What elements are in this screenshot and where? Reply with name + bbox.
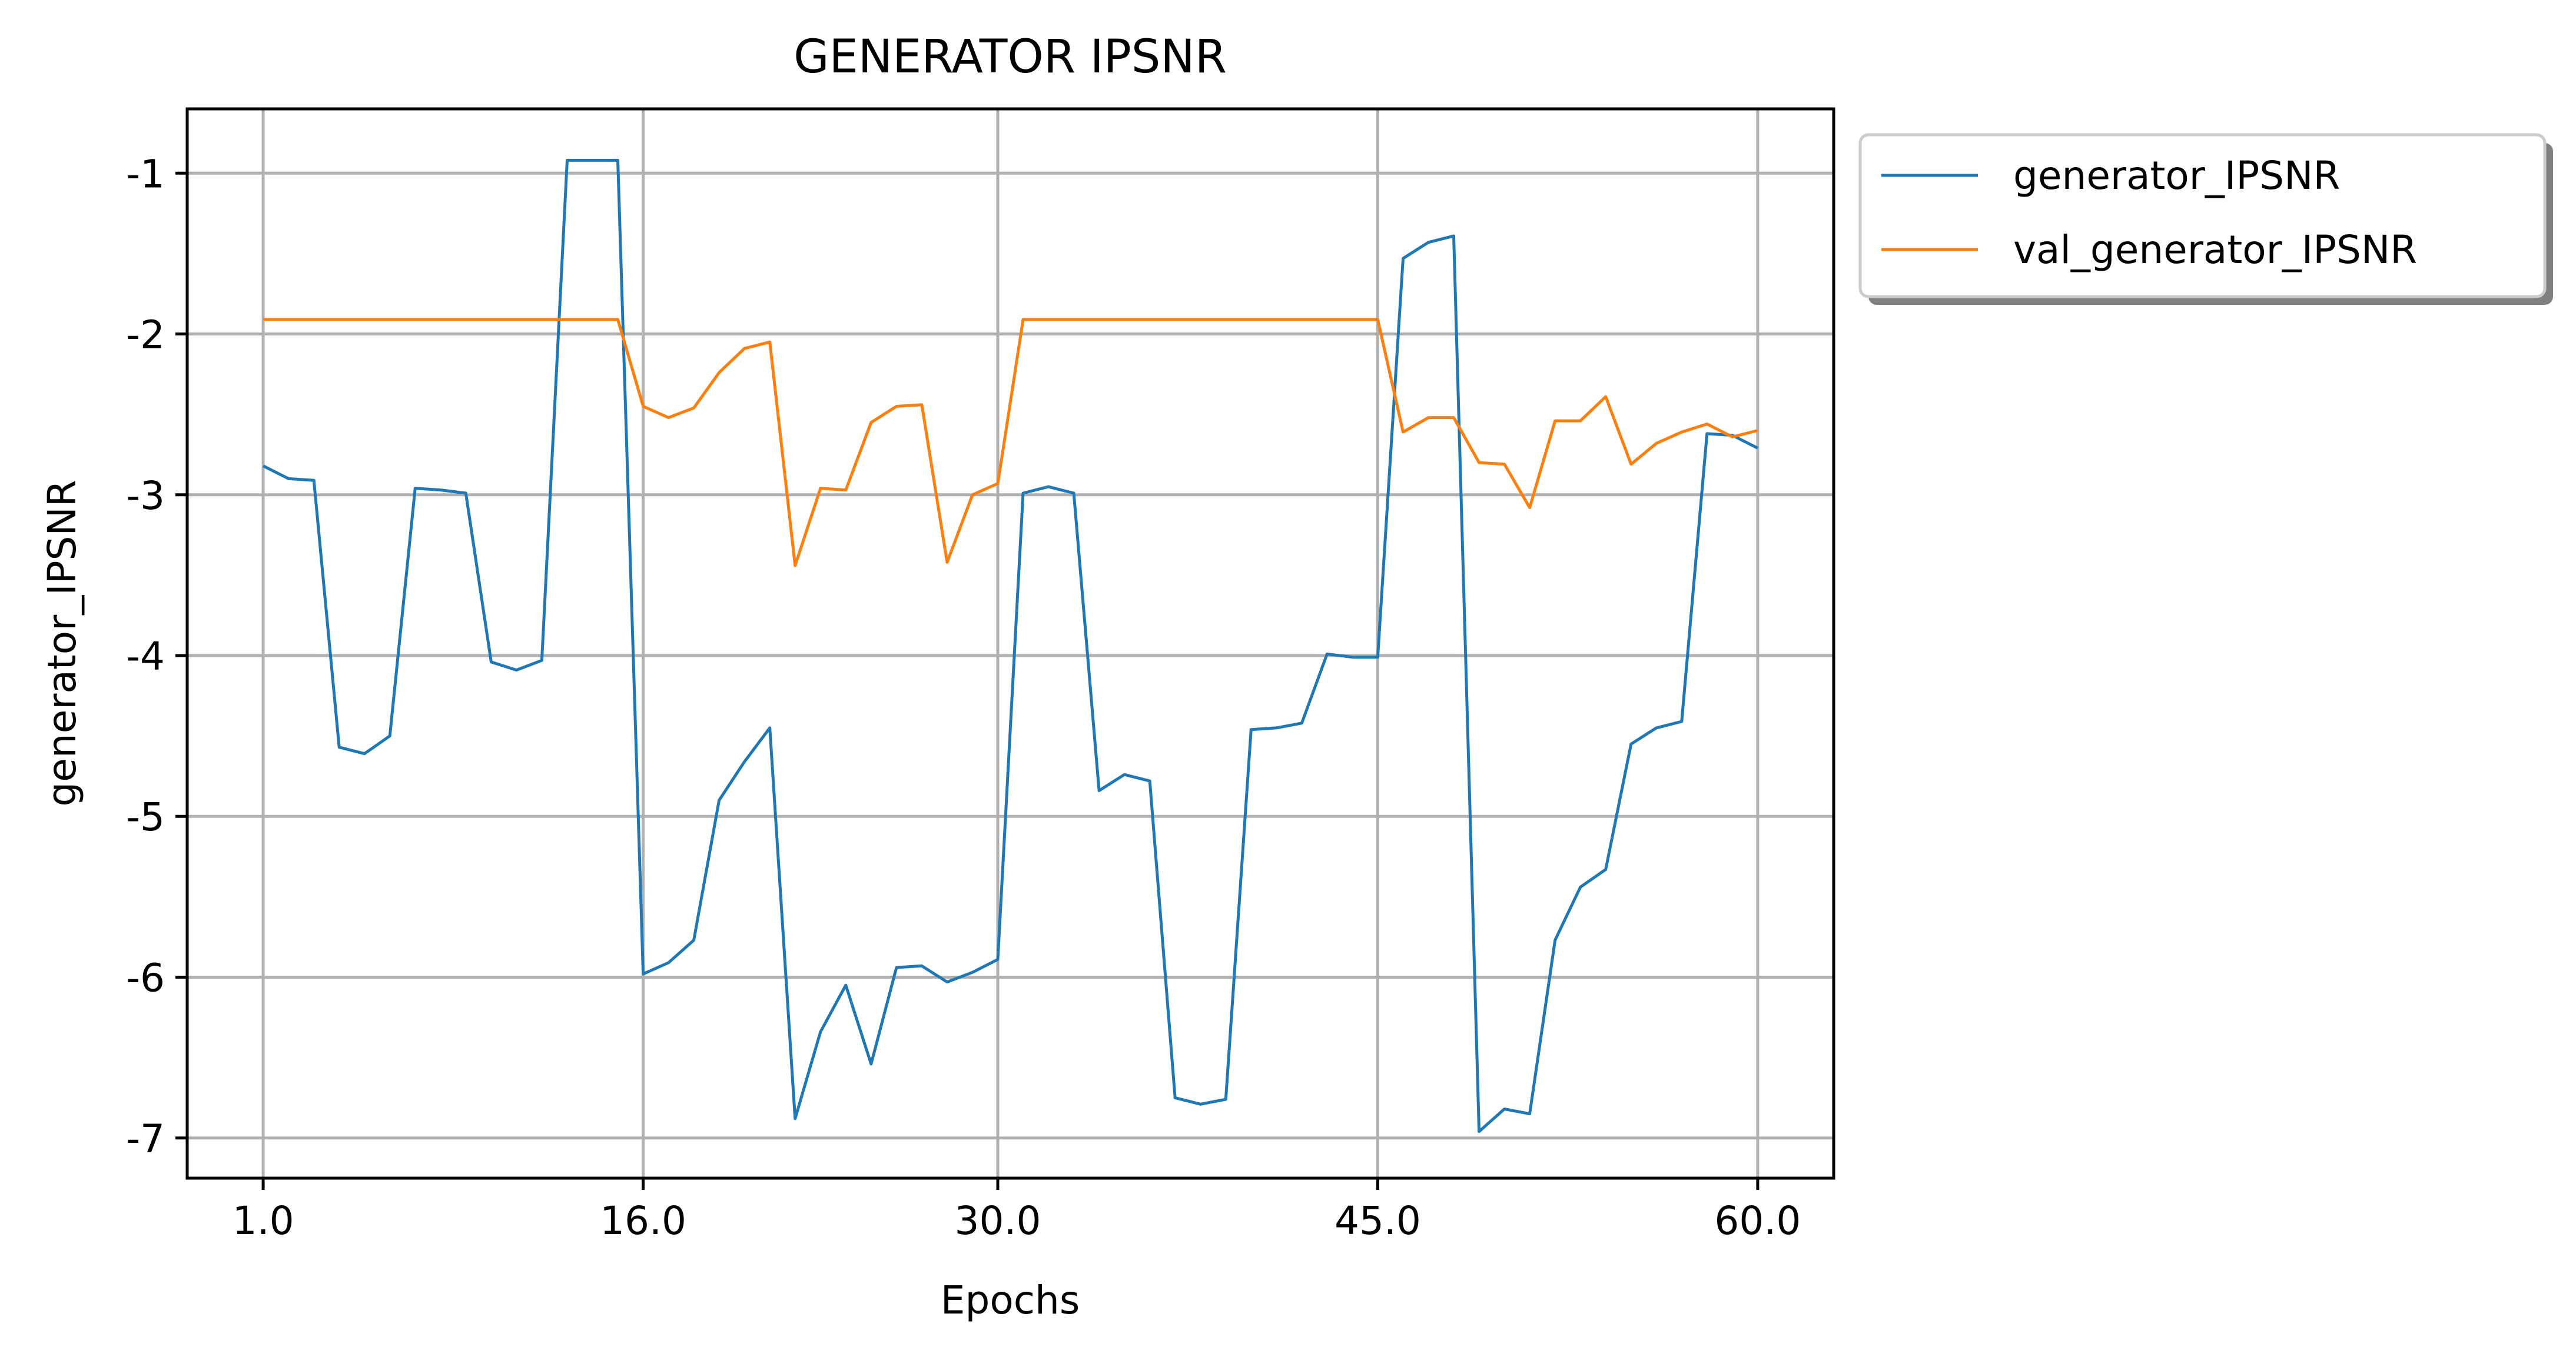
- y-axis-label: generator_IPSNR: [39, 480, 85, 806]
- y-tick-label: -2: [126, 312, 165, 358]
- x-tick-label: 60.0: [1714, 1198, 1801, 1243]
- series-layer: [262, 158, 1759, 1133]
- y-tick-label: -6: [126, 955, 165, 1000]
- series-line-generator-ipsnr: [262, 158, 1759, 1133]
- y-tick-label: -1: [126, 151, 165, 197]
- series-line-val-generator-ipsnr: [263, 318, 1758, 567]
- x-tick-label: 30.0: [955, 1198, 1041, 1243]
- y-tick-label: -5: [126, 794, 165, 840]
- x-axis-label: Epochs: [941, 1278, 1080, 1323]
- grid-layer: [187, 109, 1834, 1178]
- legend-box: [1858, 133, 2547, 298]
- x-tick-label: 45.0: [1335, 1198, 1421, 1243]
- legend: generator_IPSNR val_generator_IPSNR: [1858, 133, 2553, 305]
- y-tick-label: -4: [126, 634, 165, 679]
- x-tick-label: 1.0: [233, 1198, 294, 1243]
- chart-title: GENERATOR IPSNR: [794, 31, 1227, 84]
- legend-label-val-generator-ipsnr: val_generator_IPSNR: [2013, 227, 2417, 272]
- y-tick-label: -3: [126, 473, 165, 518]
- legend-label-generator-ipsnr: generator_IPSNR: [2013, 153, 2340, 198]
- tick-layer: 1.0 16.0 30.0 45.0 60.0 -1 -2 -3 -4 -5 -6 -7: [126, 151, 1801, 1243]
- plot-area-frame: [185, 107, 1835, 1180]
- y-tick-label: -7: [126, 1116, 165, 1162]
- x-tick-label: 16.0: [600, 1198, 686, 1243]
